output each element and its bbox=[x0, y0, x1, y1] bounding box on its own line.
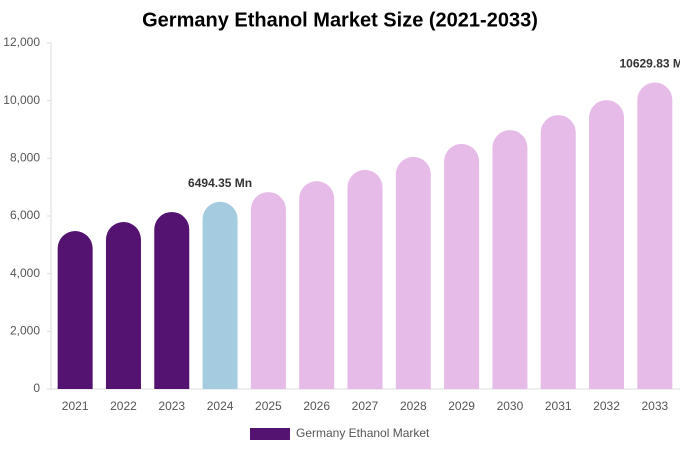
x-tick-label: 2021 bbox=[62, 399, 89, 413]
bar bbox=[637, 82, 673, 390]
bar bbox=[395, 156, 431, 389]
chart-title: Germany Ethanol Market Size (2021-2033) bbox=[142, 9, 538, 31]
legend-swatch bbox=[250, 428, 290, 440]
value-label: 10629.83 Mn bbox=[619, 57, 680, 71]
x-tick-label: 2023 bbox=[158, 399, 185, 413]
x-tick-label: 2033 bbox=[641, 399, 668, 413]
bar bbox=[154, 211, 190, 389]
bar bbox=[250, 192, 286, 389]
y-tick-label: 10,000 bbox=[3, 93, 40, 107]
bar bbox=[57, 230, 93, 389]
x-tick-label: 2026 bbox=[303, 399, 330, 413]
x-tick-label: 2031 bbox=[545, 399, 572, 413]
y-tick-label: 12,000 bbox=[3, 35, 40, 49]
x-tick-label: 2024 bbox=[207, 399, 234, 413]
bar bbox=[299, 181, 335, 389]
bar bbox=[492, 130, 528, 389]
x-tick-label: 2027 bbox=[352, 399, 379, 413]
bar bbox=[202, 201, 238, 389]
x-tick-label: 2025 bbox=[255, 399, 282, 413]
y-tick-label: 6,000 bbox=[10, 208, 40, 222]
bar bbox=[105, 222, 141, 389]
bar bbox=[347, 169, 383, 389]
bar bbox=[589, 100, 625, 389]
legend-label: Germany Ethanol Market bbox=[296, 426, 430, 440]
x-tick-label: 2028 bbox=[400, 399, 427, 413]
y-tick-label: 0 bbox=[33, 381, 40, 395]
y-tick-label: 8,000 bbox=[10, 151, 40, 165]
y-tick-label: 4,000 bbox=[10, 266, 40, 280]
bar bbox=[540, 115, 576, 390]
y-tick-label: 2,000 bbox=[10, 324, 40, 338]
x-tick-label: 2022 bbox=[110, 399, 137, 413]
bar bbox=[444, 143, 480, 389]
value-label: 6494.35 Mn bbox=[188, 176, 252, 190]
x-tick-label: 2030 bbox=[497, 399, 524, 413]
x-tick-label: 2029 bbox=[448, 399, 475, 413]
x-tick-label: 2032 bbox=[593, 399, 620, 413]
